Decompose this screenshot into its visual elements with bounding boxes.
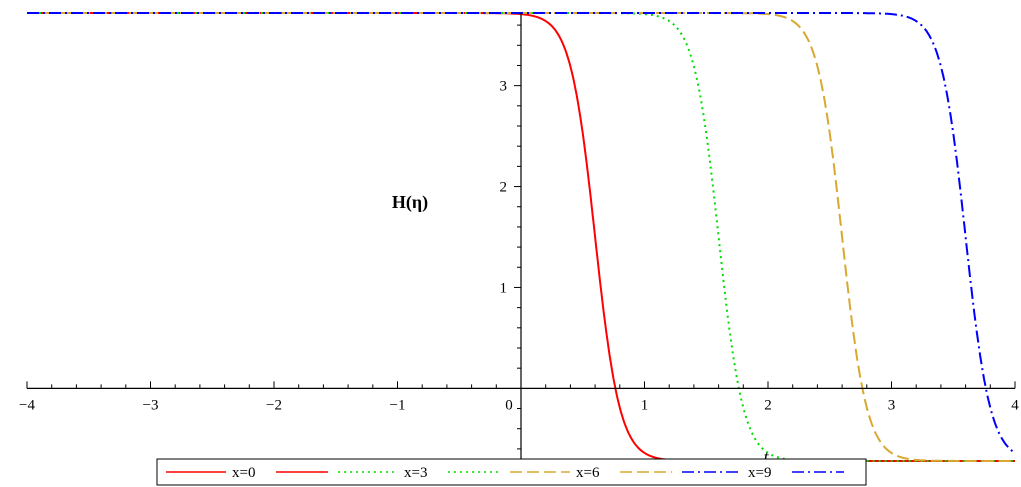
x-tick-label: 0 xyxy=(505,397,513,413)
legend-label: x=6 xyxy=(576,465,600,481)
x-tick-label: 1 xyxy=(641,397,649,413)
y-tick-label: 3 xyxy=(500,79,508,95)
legend-label: x=9 xyxy=(748,465,771,481)
x-axis-title: t xyxy=(763,447,769,467)
x-tick-label: −4 xyxy=(19,397,35,413)
y-tick-label: 1 xyxy=(500,280,508,296)
x-tick-label: −3 xyxy=(143,397,159,413)
axes: −4 −3 −2 −1 0 1 2 3 4 1 2 3 xyxy=(19,13,1019,461)
x-tick-label: −1 xyxy=(390,397,406,413)
y-axis-title: H(η) xyxy=(392,192,428,213)
legend-label: x=0 xyxy=(232,465,255,481)
y-tick-label: 2 xyxy=(500,180,508,196)
x-tick-label: 2 xyxy=(764,397,772,413)
x-tick-label: 3 xyxy=(888,397,896,413)
y-ticks: 1 2 3 xyxy=(500,24,521,450)
legend-label: x=3 xyxy=(404,465,427,481)
x-tick-label: 4 xyxy=(1011,397,1019,413)
x-tick-label: −2 xyxy=(266,397,282,413)
x-ticks: −4 −3 −2 −1 0 1 2 3 4 xyxy=(19,381,1019,413)
legend: x=0 x=3 x=6 x=9 xyxy=(156,458,867,486)
